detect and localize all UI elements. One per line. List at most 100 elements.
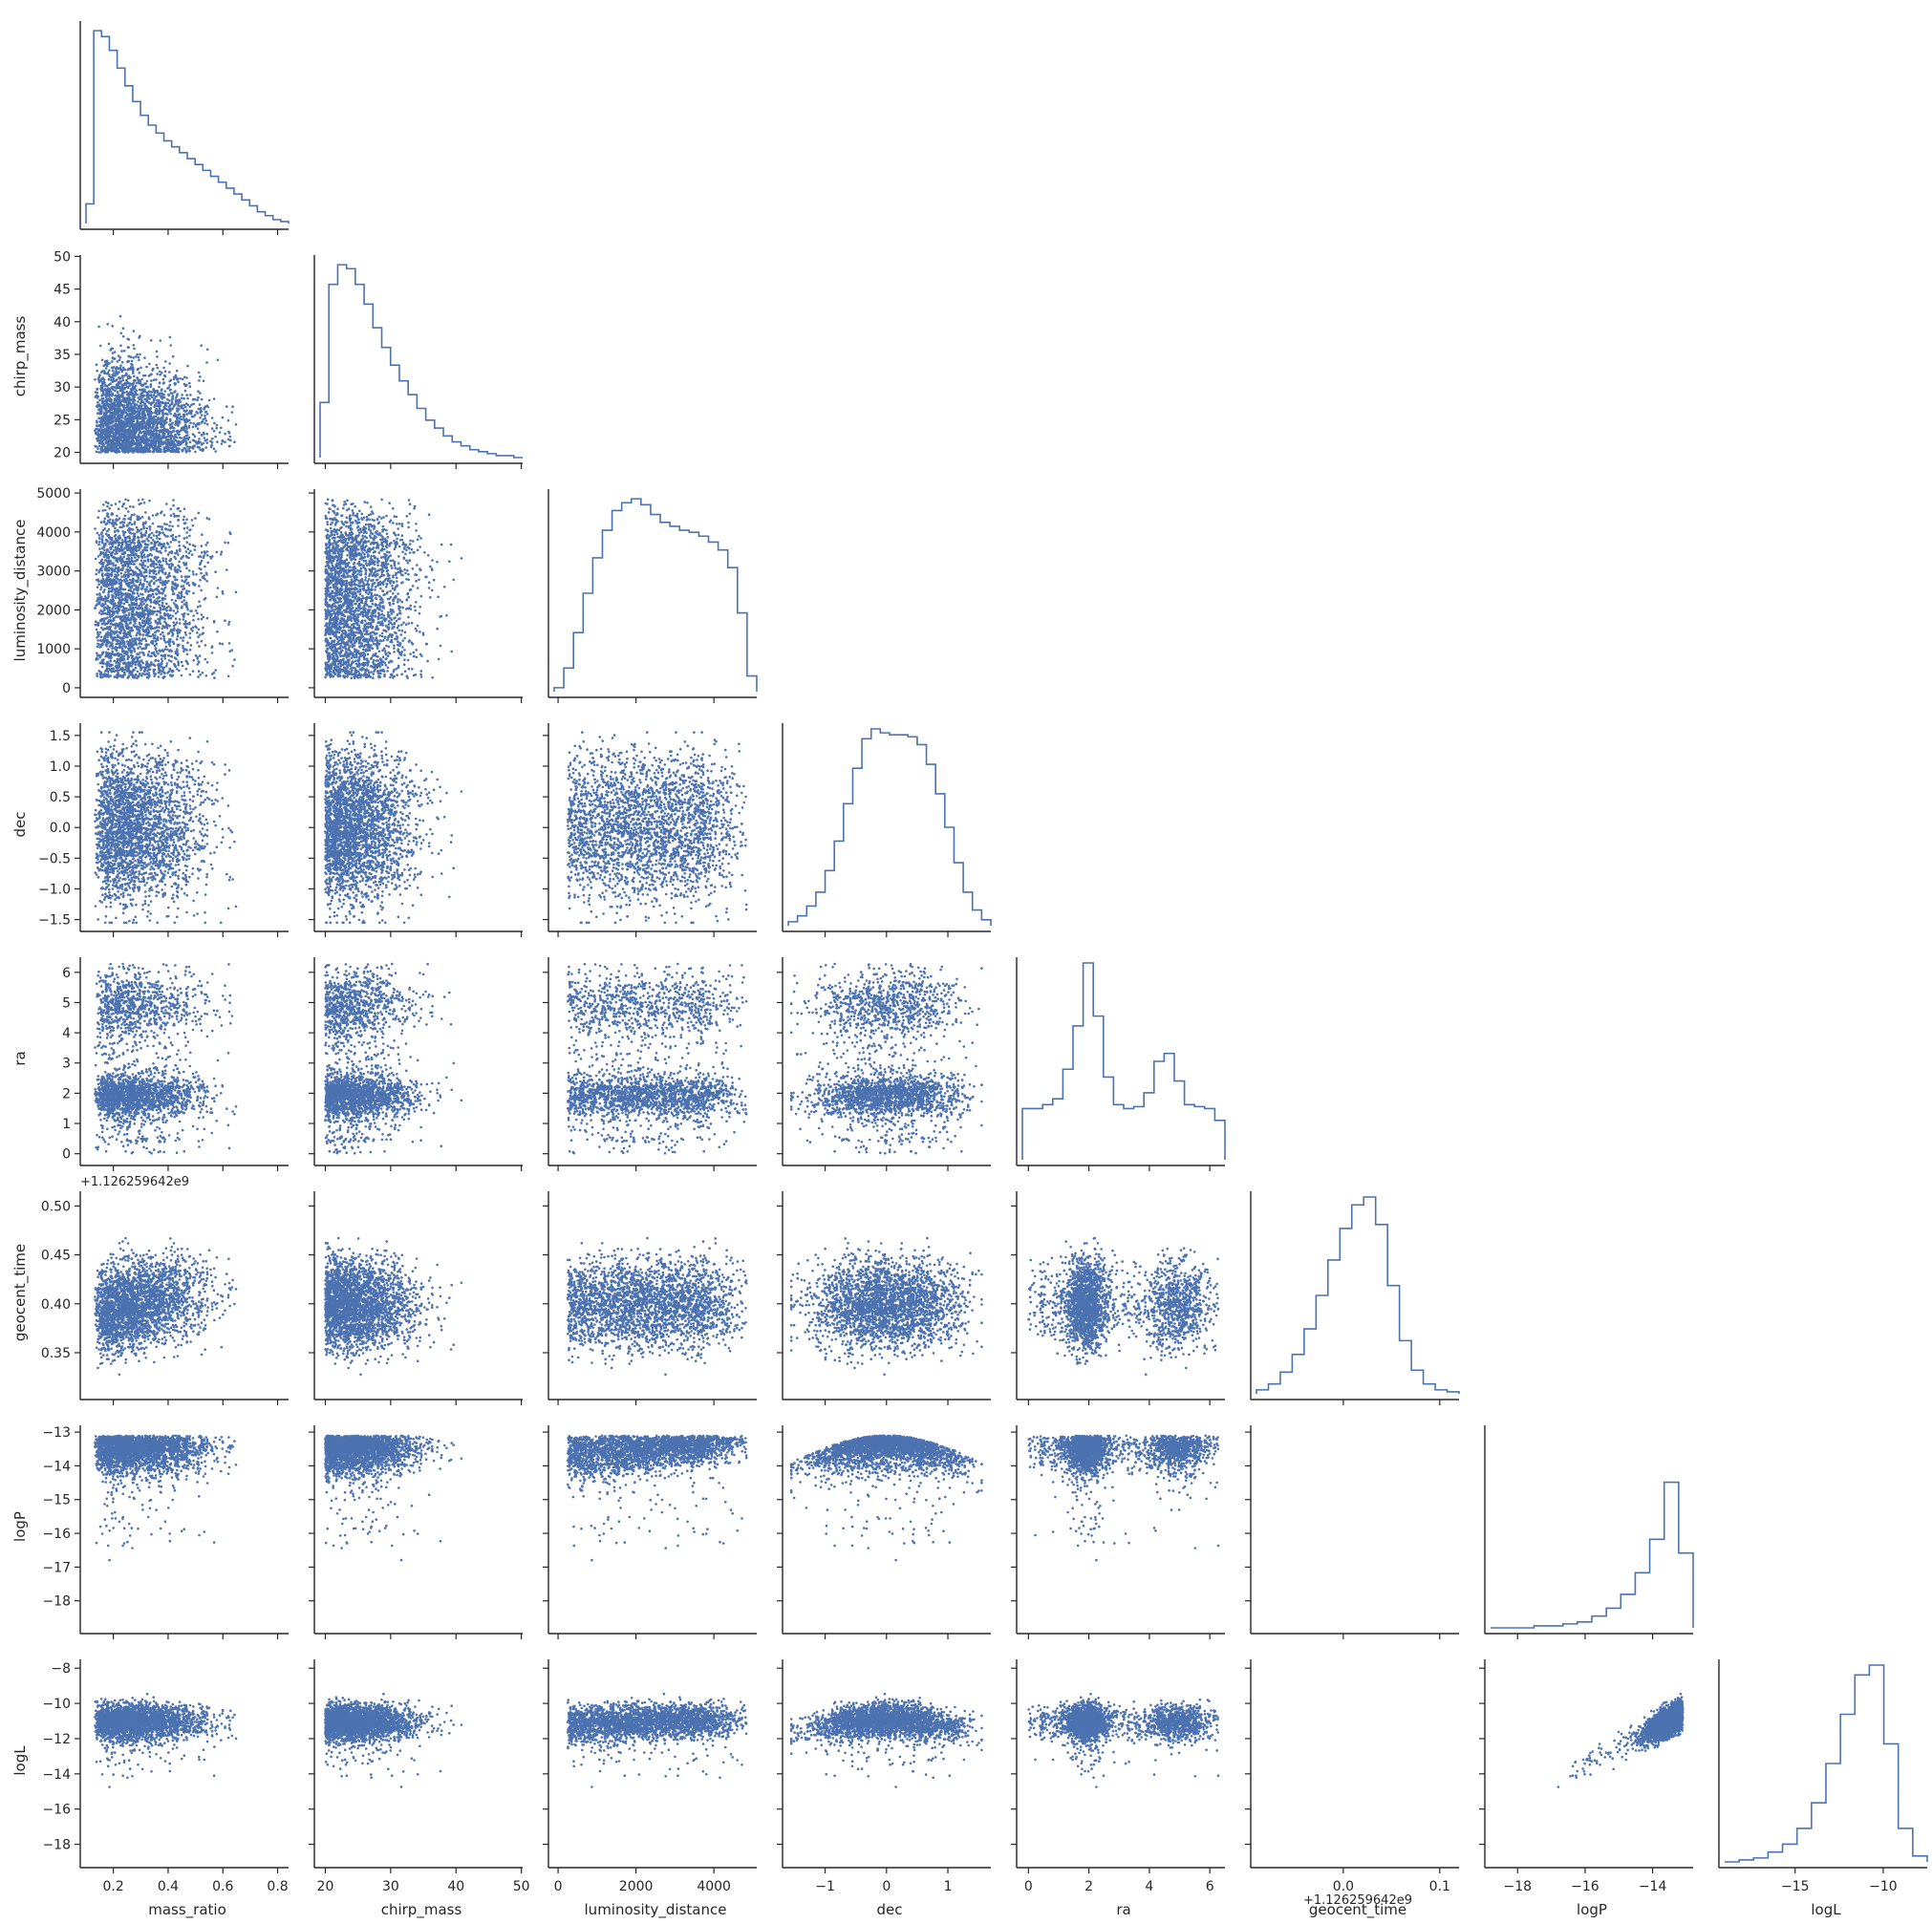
data-point <box>186 397 189 400</box>
data-point <box>120 332 123 335</box>
data-point <box>216 427 219 430</box>
data-point <box>108 343 111 346</box>
data-point <box>211 438 214 440</box>
data-point <box>198 379 201 382</box>
data-point <box>171 393 174 395</box>
data-point <box>138 372 140 374</box>
data-point <box>118 377 121 380</box>
data-point <box>155 378 158 381</box>
data-point <box>177 381 180 384</box>
data-point <box>182 397 185 400</box>
histogram-mass_ratio <box>86 31 289 224</box>
data-point <box>201 421 204 424</box>
data-point <box>168 443 171 446</box>
data-point <box>182 378 184 381</box>
data-point <box>184 390 187 393</box>
data-point <box>174 434 177 437</box>
data-point <box>198 372 201 374</box>
data-point <box>186 365 189 368</box>
data-point <box>194 398 197 401</box>
data-point <box>171 422 174 425</box>
data-point <box>211 427 214 430</box>
panel-mass_ratio-vs-mass_ratio <box>80 21 289 235</box>
data-point <box>198 446 201 449</box>
data-point <box>178 398 181 401</box>
data-point <box>174 423 177 426</box>
data-point <box>197 412 200 415</box>
data-point <box>137 400 140 403</box>
data-point <box>209 439 212 442</box>
data-point <box>95 391 97 394</box>
data-point <box>205 411 208 414</box>
data-point <box>205 361 208 364</box>
data-point <box>129 413 132 416</box>
data-point <box>213 430 216 433</box>
data-point <box>168 423 171 426</box>
data-point <box>153 378 156 381</box>
data-point <box>96 451 98 454</box>
data-point <box>205 419 208 422</box>
data-point <box>185 376 188 379</box>
data-point <box>131 360 134 363</box>
data-point <box>157 367 160 370</box>
data-point <box>127 368 130 371</box>
data-point <box>206 413 209 416</box>
data-point <box>200 344 203 347</box>
data-point <box>169 418 172 421</box>
data-point <box>150 407 153 410</box>
data-point <box>98 399 101 402</box>
data-point <box>157 390 160 393</box>
data-point <box>122 327 125 330</box>
data-point <box>204 422 206 425</box>
data-point <box>105 408 108 411</box>
data-point <box>138 356 140 359</box>
data-point <box>233 440 236 443</box>
data-point <box>96 363 98 366</box>
data-point <box>173 377 176 380</box>
data-point <box>195 424 198 427</box>
data-point <box>159 382 161 385</box>
data-point <box>216 440 219 443</box>
data-point <box>220 427 223 430</box>
data-point <box>169 384 172 387</box>
data-point <box>192 422 195 425</box>
data-point <box>175 398 178 401</box>
data-point <box>213 447 216 450</box>
data-point <box>97 401 99 404</box>
data-point <box>176 440 179 443</box>
data-point <box>229 436 232 438</box>
data-point <box>182 404 185 407</box>
data-point <box>97 412 99 415</box>
data-point <box>199 392 202 395</box>
data-point <box>205 438 208 441</box>
data-point <box>139 353 141 356</box>
data-point <box>171 425 174 428</box>
data-point <box>144 374 147 377</box>
data-point <box>146 380 149 383</box>
data-point <box>96 421 98 424</box>
data-point <box>197 396 200 399</box>
data-point <box>189 394 192 396</box>
data-point <box>162 378 165 381</box>
data-point <box>133 330 136 332</box>
data-point <box>138 359 140 362</box>
data-point <box>95 395 97 398</box>
data-point <box>133 375 136 378</box>
data-point <box>161 389 163 392</box>
data-point <box>112 370 115 373</box>
data-point <box>216 424 219 427</box>
data-point <box>208 399 211 402</box>
data-point <box>117 360 119 363</box>
data-point <box>211 417 214 419</box>
data-point <box>155 402 158 405</box>
scatter-points <box>94 315 237 454</box>
data-point <box>140 367 142 370</box>
data-point <box>108 378 111 381</box>
data-point <box>128 384 131 387</box>
data-point <box>168 406 171 409</box>
data-point <box>163 396 166 399</box>
data-point <box>106 323 109 326</box>
data-point <box>153 406 156 409</box>
